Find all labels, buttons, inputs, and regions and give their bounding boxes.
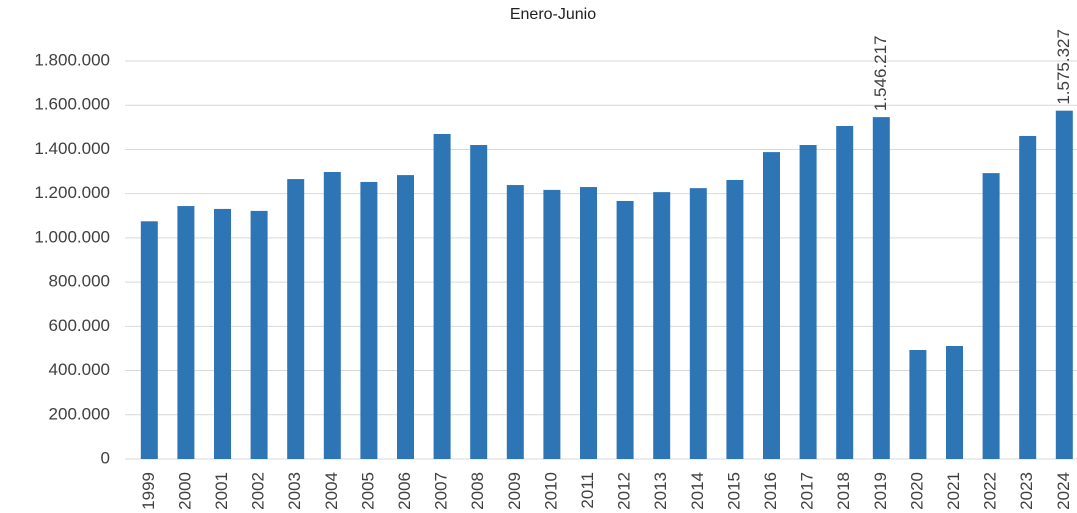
x-tick-label: 2005 — [358, 472, 377, 510]
x-tick-label: 2023 — [1017, 472, 1036, 510]
value-label: 1.575.327 — [1054, 29, 1073, 105]
x-tick-label: 2022 — [981, 472, 1000, 510]
x-tick-label: 2011 — [578, 472, 597, 509]
bar — [763, 152, 780, 459]
bar — [580, 187, 597, 460]
y-tick-label: 600.000 — [49, 316, 110, 335]
x-tick-label: 2001 — [212, 472, 231, 510]
x-tick-label: 2002 — [249, 472, 268, 510]
bar — [140, 221, 158, 459]
x-tick-label: 2009 — [505, 472, 524, 510]
x-tick-label: 2006 — [395, 472, 414, 510]
x-tick-label: 2020 — [907, 472, 926, 510]
value-label: 1.546.217 — [871, 35, 890, 111]
bar — [616, 200, 634, 460]
x-tick-label: 2014 — [688, 472, 707, 510]
y-tick-label: 1.800.000 — [34, 50, 110, 69]
x-tick-label: 2019 — [871, 472, 890, 510]
bar — [689, 188, 707, 459]
bar — [506, 185, 524, 459]
y-tick-label: 1.200.000 — [34, 183, 110, 202]
bar — [470, 145, 488, 459]
x-tick-label: 2012 — [615, 472, 634, 510]
y-tick-label: 1.400.000 — [34, 139, 110, 158]
x-tick-label: 2008 — [468, 472, 487, 510]
bar — [360, 181, 378, 459]
bar — [799, 145, 817, 459]
bar — [214, 208, 231, 459]
bar — [543, 189, 561, 459]
x-tick-label: 2003 — [285, 472, 304, 510]
y-tick-label: 800.000 — [49, 272, 110, 291]
y-tick-label: 400.000 — [49, 360, 110, 379]
x-tick-label: 2010 — [541, 472, 560, 510]
bar — [909, 349, 927, 459]
bar — [397, 175, 414, 460]
bar — [287, 179, 305, 459]
x-tick-label: 2007 — [432, 472, 451, 510]
bar — [872, 117, 890, 459]
x-tick-label: 2000 — [175, 472, 194, 510]
bar — [726, 179, 744, 460]
x-tick-label: 2021 — [944, 472, 963, 510]
bar — [250, 210, 268, 459]
bar — [177, 206, 195, 459]
bar — [982, 173, 1000, 459]
bar — [836, 126, 854, 460]
bar — [1019, 135, 1037, 459]
bar — [653, 192, 671, 459]
x-tick-label: 2018 — [834, 472, 853, 510]
bar — [323, 171, 341, 459]
chart-title: Enero-Junio — [510, 6, 596, 23]
x-tick-label: 2024 — [1054, 472, 1073, 510]
x-tick-label: 1999 — [139, 472, 158, 510]
x-tick-label: 2004 — [322, 472, 341, 510]
x-tick-label: 2016 — [761, 472, 780, 510]
x-tick-label: 2017 — [798, 472, 817, 510]
bar — [433, 133, 451, 459]
y-tick-label: 200.000 — [49, 404, 110, 423]
y-tick-label: 1.600.000 — [34, 95, 110, 114]
bar — [946, 346, 963, 459]
x-tick-label: 2013 — [651, 472, 670, 510]
x-tick-label: 2015 — [724, 472, 743, 510]
bar — [1055, 110, 1073, 459]
y-tick-label: 0 — [101, 448, 110, 467]
y-tick-label: 1.000.000 — [34, 227, 110, 246]
